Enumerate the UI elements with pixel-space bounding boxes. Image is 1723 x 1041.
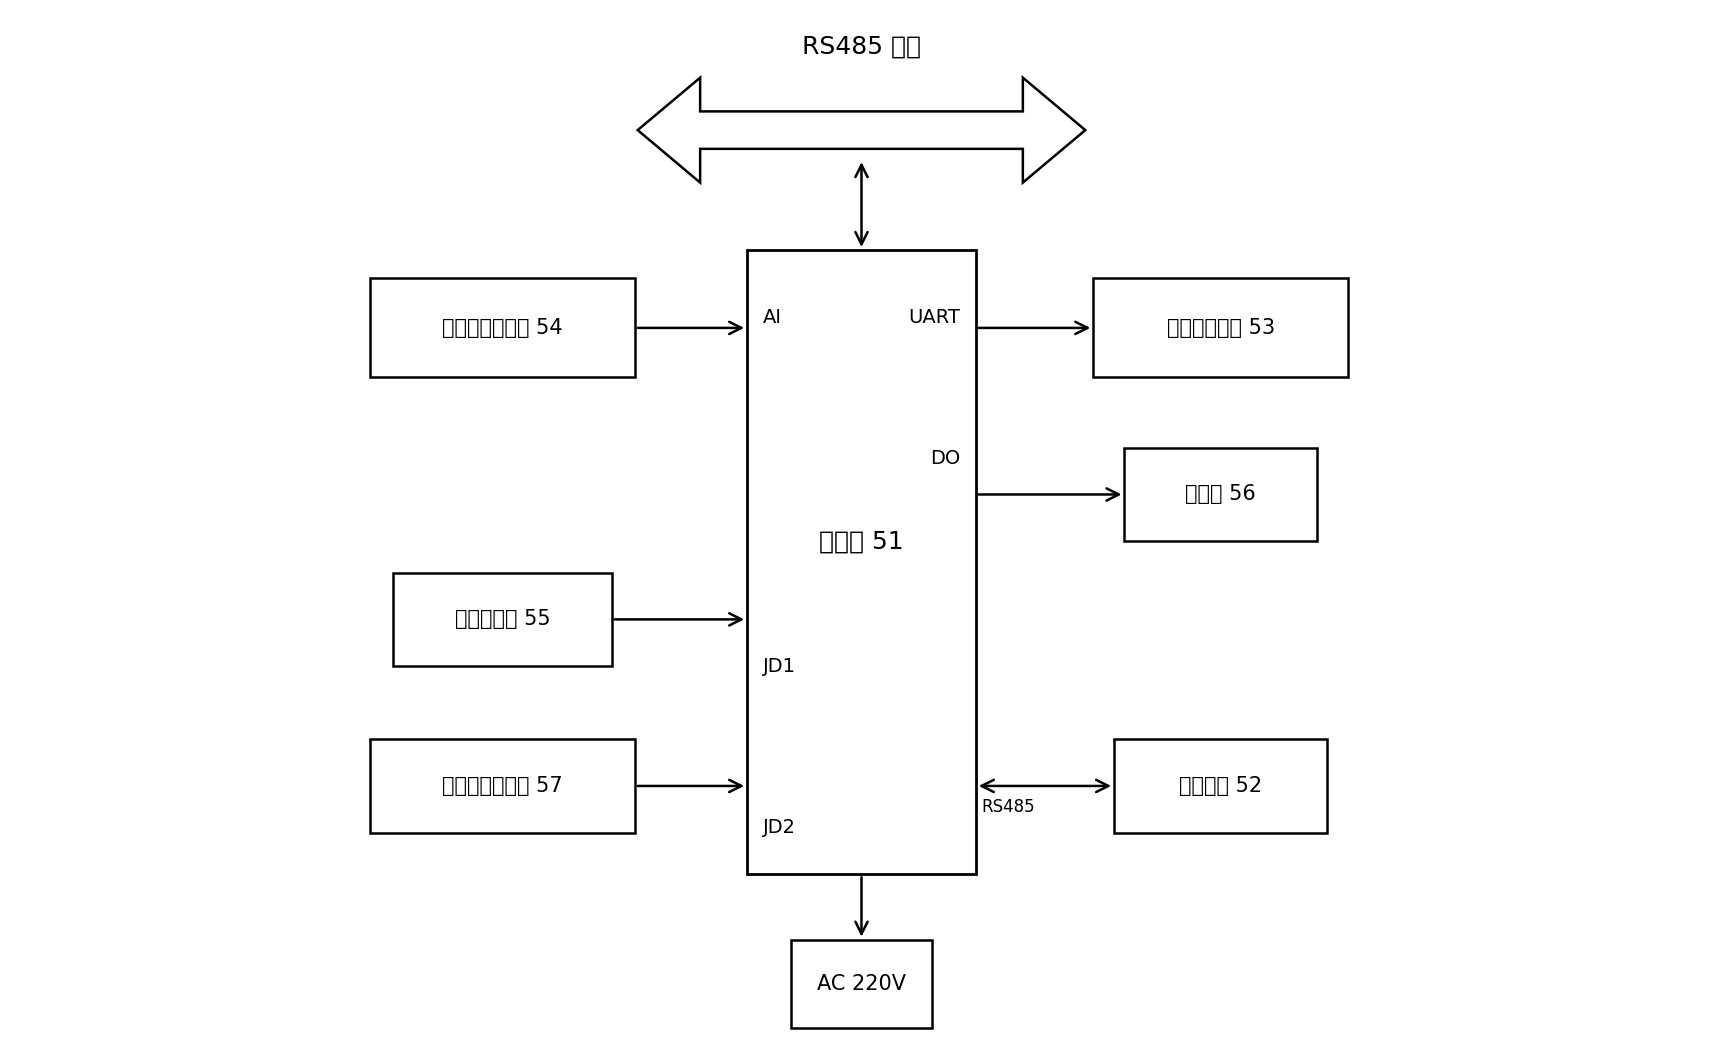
Bar	[393, 573, 612, 666]
Text: 控制面板 52: 控制面板 52	[1179, 776, 1263, 796]
Bar	[370, 739, 636, 833]
Text: AC 220V: AC 220V	[817, 973, 906, 994]
Text: JD2: JD2	[763, 818, 796, 837]
Bar	[1115, 739, 1327, 833]
Text: DO: DO	[930, 449, 960, 467]
Text: RS485 总线: RS485 总线	[801, 34, 922, 59]
Text: 红外探测器 55: 红外探测器 55	[455, 609, 550, 630]
Bar	[1092, 278, 1347, 377]
Bar	[748, 250, 975, 874]
Text: JD1: JD1	[763, 657, 796, 676]
Polygon shape	[638, 78, 1085, 182]
Text: 控制器 51: 控制器 51	[818, 529, 905, 554]
Bar	[370, 278, 636, 377]
Bar	[791, 939, 932, 1029]
Bar	[1125, 448, 1316, 541]
Text: UART: UART	[908, 308, 960, 327]
Text: 窗、门磁传感器 57: 窗、门磁传感器 57	[443, 776, 563, 796]
Text: RS485: RS485	[980, 797, 1036, 816]
Text: 直流无刷风机 53: 直流无刷风机 53	[1166, 318, 1275, 338]
Text: AI: AI	[763, 308, 782, 327]
Text: 浮点阀 56: 浮点阀 56	[1185, 484, 1256, 505]
Text: 回风温度传感器 54: 回风温度传感器 54	[443, 318, 563, 338]
